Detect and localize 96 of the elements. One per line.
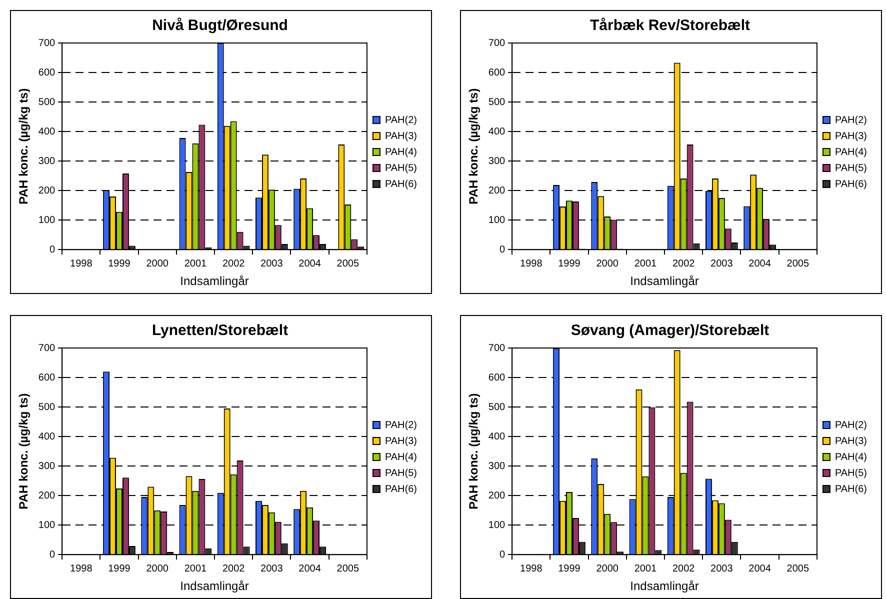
y-tick-label: 200 xyxy=(488,490,506,502)
y-tick-label: 300 xyxy=(38,460,56,472)
x-tick-label: 2003 xyxy=(710,563,734,574)
y-tick-label: 700 xyxy=(488,342,506,354)
chart-title: Nivå Bugt/Øresund xyxy=(152,17,288,34)
y-tick-label: 600 xyxy=(38,67,56,78)
x-tick-label: 1998 xyxy=(520,563,543,574)
y-tick-label: 400 xyxy=(38,431,56,442)
x-tick-label: 2003 xyxy=(260,563,284,574)
x-tick-label: 2000 xyxy=(596,563,619,574)
y-tick-label: 400 xyxy=(488,126,506,138)
x-tick-label: 1999 xyxy=(558,258,581,270)
x-tick-label: 2001 xyxy=(634,258,658,270)
y-tick-label: 700 xyxy=(38,342,56,354)
legend-label: PAH(2) xyxy=(384,420,418,431)
y-tick-label: 100 xyxy=(38,520,56,531)
legend-label: PAH(2) xyxy=(384,114,418,126)
y-tick-label: 300 xyxy=(488,156,506,167)
y-tick-label: 400 xyxy=(488,431,506,442)
x-tick-label: 1998 xyxy=(70,563,93,574)
x-tick-label: 1999 xyxy=(558,563,581,574)
x-tick-label: 2002 xyxy=(672,563,696,574)
legend-label: PAH(3) xyxy=(384,130,418,142)
legend-label: PAH(3) xyxy=(384,436,418,447)
y-tick-label: 700 xyxy=(38,38,56,49)
x-tick-label: 2005 xyxy=(786,563,810,574)
x-axis-title: Indsamlingår xyxy=(630,274,699,288)
chart-title: Lynetten/Storebælt xyxy=(152,322,288,340)
x-tick-label: 2000 xyxy=(146,563,169,574)
legend-label: PAH(4) xyxy=(384,146,418,158)
x-tick-label: 2000 xyxy=(596,258,619,270)
y-tick-label: 0 xyxy=(50,244,56,256)
y-axis-title: PAH konc. (µg/kg ts) xyxy=(16,393,31,510)
y-tick-label: 0 xyxy=(500,549,506,560)
legend-label: PAH(5) xyxy=(834,162,868,174)
legend-label: PAH(3) xyxy=(834,436,868,447)
x-axis-title: Indsamlingår xyxy=(180,274,249,288)
x-tick-label: 1998 xyxy=(70,258,93,270)
y-tick-label: 200 xyxy=(38,490,56,502)
y-tick-label: 500 xyxy=(488,402,506,413)
legend-label: PAH(5) xyxy=(834,468,868,479)
x-tick-label: 2003 xyxy=(260,258,284,270)
x-tick-label: 1998 xyxy=(520,258,543,270)
chart-title: Søvang (Amager)/Storebælt xyxy=(570,322,770,340)
y-tick-label: 400 xyxy=(38,126,56,138)
x-tick-label: 2004 xyxy=(298,258,322,270)
x-tick-label: 2005 xyxy=(336,563,360,574)
x-tick-label: 2004 xyxy=(748,563,772,574)
y-tick-label: 600 xyxy=(38,372,56,384)
x-tick-label: 2002 xyxy=(222,563,246,574)
y-tick-label: 500 xyxy=(488,96,506,108)
legend-label: PAH(2) xyxy=(834,114,868,126)
x-tick-label: 1999 xyxy=(108,563,131,574)
legend-label: PAH(2) xyxy=(834,420,868,431)
legend-label: PAH(4) xyxy=(384,452,418,463)
x-tick-label: 2002 xyxy=(222,258,246,270)
legend-label: PAH(6) xyxy=(834,484,868,495)
legend-label: PAH(6) xyxy=(384,484,418,495)
y-tick-label: 600 xyxy=(488,372,506,384)
x-axis-title: Indsamlingår xyxy=(630,579,699,594)
x-tick-label: 2001 xyxy=(184,258,208,270)
y-tick-label: 700 xyxy=(488,38,506,49)
y-axis-title: PAH konc. (µg/kg ts) xyxy=(16,88,31,204)
y-axis-title: PAH konc. (µg/kg ts) xyxy=(466,88,481,204)
y-tick-label: 500 xyxy=(38,96,56,108)
legend-label: PAH(3) xyxy=(834,130,868,142)
y-tick-label: 0 xyxy=(500,244,506,256)
y-tick-label: 100 xyxy=(38,214,56,226)
legend-label: PAH(6) xyxy=(834,178,868,190)
x-tick-label: 2001 xyxy=(184,563,208,574)
x-tick-label: 2001 xyxy=(634,563,658,574)
y-tick-label: 200 xyxy=(488,185,506,196)
y-tick-label: 300 xyxy=(38,156,56,167)
x-tick-label: 2004 xyxy=(748,258,772,270)
legend-label: PAH(4) xyxy=(834,146,868,158)
y-tick-label: 300 xyxy=(488,460,506,472)
chart-title: Tårbæk Rev/Storebælt xyxy=(590,17,750,34)
y-tick-label: 100 xyxy=(488,214,506,226)
y-tick-label: 500 xyxy=(38,402,56,413)
x-tick-label: 2005 xyxy=(786,258,810,270)
x-axis-title: Indsamlingår xyxy=(180,579,249,594)
legend-label: PAH(4) xyxy=(834,452,868,463)
y-axis-title: PAH konc. (µg/kg ts) xyxy=(466,393,481,510)
x-tick-label: 2003 xyxy=(710,258,734,270)
legend-label: PAH(6) xyxy=(384,178,418,190)
legend-label: PAH(5) xyxy=(384,468,418,479)
x-tick-label: 1999 xyxy=(108,258,131,270)
y-tick-label: 100 xyxy=(488,520,506,531)
x-tick-label: 2005 xyxy=(336,258,360,270)
y-tick-label: 200 xyxy=(38,185,56,196)
legend-label: PAH(5) xyxy=(384,162,418,174)
x-tick-label: 2000 xyxy=(146,258,169,270)
y-tick-label: 0 xyxy=(50,549,56,560)
x-tick-label: 2004 xyxy=(298,563,322,574)
x-tick-label: 2002 xyxy=(672,258,696,270)
y-tick-label: 600 xyxy=(488,67,506,78)
